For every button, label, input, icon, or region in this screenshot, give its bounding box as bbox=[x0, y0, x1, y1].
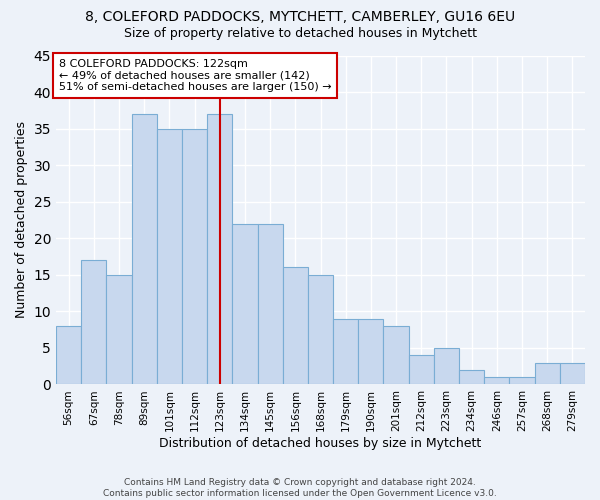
Text: 8, COLEFORD PADDOCKS, MYTCHETT, CAMBERLEY, GU16 6EU: 8, COLEFORD PADDOCKS, MYTCHETT, CAMBERLE… bbox=[85, 10, 515, 24]
Bar bbox=[232, 224, 257, 384]
Bar bbox=[358, 318, 383, 384]
Bar bbox=[106, 275, 131, 384]
Bar bbox=[81, 260, 106, 384]
Bar bbox=[333, 318, 358, 384]
Bar bbox=[131, 114, 157, 384]
Text: 8 COLEFORD PADDOCKS: 122sqm
← 49% of detached houses are smaller (142)
51% of se: 8 COLEFORD PADDOCKS: 122sqm ← 49% of det… bbox=[59, 59, 331, 92]
Bar bbox=[308, 275, 333, 384]
Bar bbox=[283, 268, 308, 384]
Bar bbox=[535, 362, 560, 384]
Text: Contains HM Land Registry data © Crown copyright and database right 2024.
Contai: Contains HM Land Registry data © Crown c… bbox=[103, 478, 497, 498]
Bar bbox=[182, 128, 207, 384]
Bar bbox=[409, 355, 434, 384]
Bar bbox=[157, 128, 182, 384]
Bar bbox=[459, 370, 484, 384]
Bar bbox=[560, 362, 585, 384]
Bar bbox=[56, 326, 81, 384]
Bar bbox=[509, 377, 535, 384]
Bar bbox=[434, 348, 459, 385]
Y-axis label: Number of detached properties: Number of detached properties bbox=[15, 122, 28, 318]
Bar bbox=[484, 377, 509, 384]
Text: Size of property relative to detached houses in Mytchett: Size of property relative to detached ho… bbox=[124, 28, 476, 40]
X-axis label: Distribution of detached houses by size in Mytchett: Distribution of detached houses by size … bbox=[160, 437, 482, 450]
Bar bbox=[207, 114, 232, 384]
Bar bbox=[383, 326, 409, 384]
Bar bbox=[257, 224, 283, 384]
